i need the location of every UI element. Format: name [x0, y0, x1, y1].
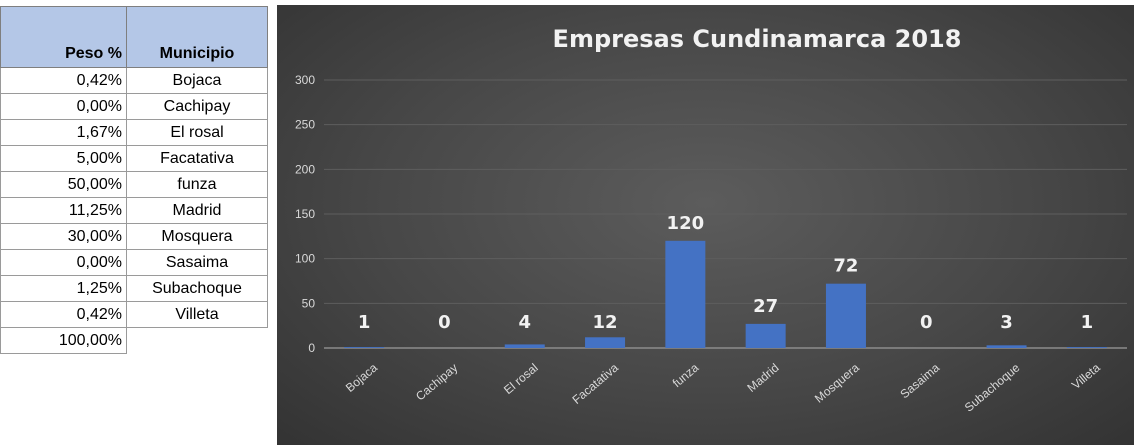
municipio-cell[interactable]: El rosal [126, 119, 268, 146]
table-row: 0,00% Sasaima [0, 249, 268, 276]
municipio-cell[interactable]: Bojaca [126, 67, 268, 94]
data-label: 4 [518, 312, 531, 333]
y-tick-label: 250 [295, 118, 315, 132]
bar-subachoque[interactable] [986, 345, 1027, 348]
municipio-cell[interactable]: Mosquera [126, 223, 268, 250]
municipio-cell[interactable]: Sasaima [126, 249, 268, 276]
municipio-cell[interactable]: Villeta [126, 301, 268, 328]
bar-bojaca[interactable] [344, 347, 385, 348]
y-tick-label: 100 [295, 252, 315, 266]
bar-madrid[interactable] [745, 323, 786, 348]
peso-cell[interactable]: 30,00% [0, 223, 127, 250]
x-tick-label: Villeta [1069, 360, 1103, 392]
peso-cell[interactable]: 5,00% [0, 145, 127, 172]
municipio-cell[interactable]: Cachipay [126, 93, 268, 120]
x-tick-label: El rosal [501, 361, 541, 397]
table-row: 11,25% Madrid [0, 197, 268, 224]
peso-cell[interactable]: 1,25% [0, 275, 127, 302]
table-row: 0,42% Bojaca [0, 67, 268, 94]
header-municipio[interactable]: Municipio [126, 6, 268, 68]
table-row: 5,00% Facatativa [0, 145, 268, 172]
data-label: 72 [833, 256, 858, 277]
data-label: 12 [593, 312, 618, 333]
bars: 1 Bojaca 0 Cachipay 4 El rosal 12 Facatativa 120… [343, 213, 1107, 415]
peso-cell[interactable]: 11,25% [0, 197, 127, 224]
x-tick-label: Cachipay [413, 361, 460, 404]
y-tick-label: 150 [295, 207, 315, 221]
y-tick-label: 50 [302, 296, 316, 310]
x-tick-label: Facatativa [570, 360, 622, 407]
data-label: 3 [1000, 312, 1013, 333]
bar-el-rosal[interactable] [504, 344, 545, 348]
header-peso[interactable]: Peso % [0, 6, 127, 68]
table-row: 50,00% funza [0, 171, 268, 198]
peso-cell[interactable]: 0,42% [0, 301, 127, 328]
table-row: 1,25% Subachoque [0, 275, 268, 302]
y-tick-label: 200 [295, 162, 315, 176]
bar-facatativa[interactable] [585, 337, 626, 348]
table-header-row: Peso % Municipio [0, 6, 268, 68]
chart-title: Empresas Cundinamarca 2018 [553, 25, 962, 53]
y-tick-label: 0 [308, 341, 315, 355]
total-cell[interactable]: 100,00% [0, 327, 127, 354]
municipio-cell[interactable]: funza [126, 171, 268, 198]
table-row: 0,00% Cachipay [0, 93, 268, 120]
table-row: 1,67% El rosal [0, 119, 268, 146]
x-tick-label: Madrid [744, 361, 781, 395]
municipio-cell[interactable]: Facatativa [126, 145, 268, 172]
peso-cell[interactable]: 1,67% [0, 119, 127, 146]
municipio-cell[interactable]: Subachoque [126, 275, 268, 302]
y-tick-label: 300 [295, 73, 315, 87]
data-label: 0 [438, 312, 451, 333]
peso-cell[interactable]: 0,00% [0, 249, 127, 276]
data-label: 120 [667, 213, 705, 234]
peso-cell[interactable]: 50,00% [0, 171, 127, 198]
municipio-cell[interactable]: Madrid [126, 197, 268, 224]
bar-villeta[interactable] [1066, 347, 1107, 348]
x-tick-label: Sasaima [897, 360, 942, 401]
data-label: 27 [753, 296, 778, 317]
x-tick-label: Subachoque [962, 360, 1023, 414]
data-label: 1 [1081, 312, 1094, 333]
data-label: 0 [920, 312, 933, 333]
bar-chart: Empresas Cundinamarca 2018 0 50 100 150 200 2… [277, 5, 1134, 445]
empty-cell [127, 328, 268, 354]
bar-mosquera[interactable] [825, 283, 866, 348]
data-label: 1 [358, 312, 371, 333]
x-tick-label: Mosquera [812, 360, 862, 405]
x-tick-label: Bojaca [343, 360, 380, 395]
table-row: 30,00% Mosquera [0, 223, 268, 250]
spreadsheet-table: Peso % Municipio 0,42% Bojaca 0,00% Cachipa… [0, 0, 277, 445]
table-row: 0,42% Villeta [0, 301, 268, 328]
x-tick-label: funza [670, 360, 702, 390]
peso-cell[interactable]: 0,42% [0, 67, 127, 94]
bar-funza[interactable] [665, 240, 706, 348]
total-row: 100,00% [0, 327, 268, 354]
peso-cell[interactable]: 0,00% [0, 93, 127, 120]
chart-svg: Empresas Cundinamarca 2018 0501001502002… [295, 25, 1127, 415]
